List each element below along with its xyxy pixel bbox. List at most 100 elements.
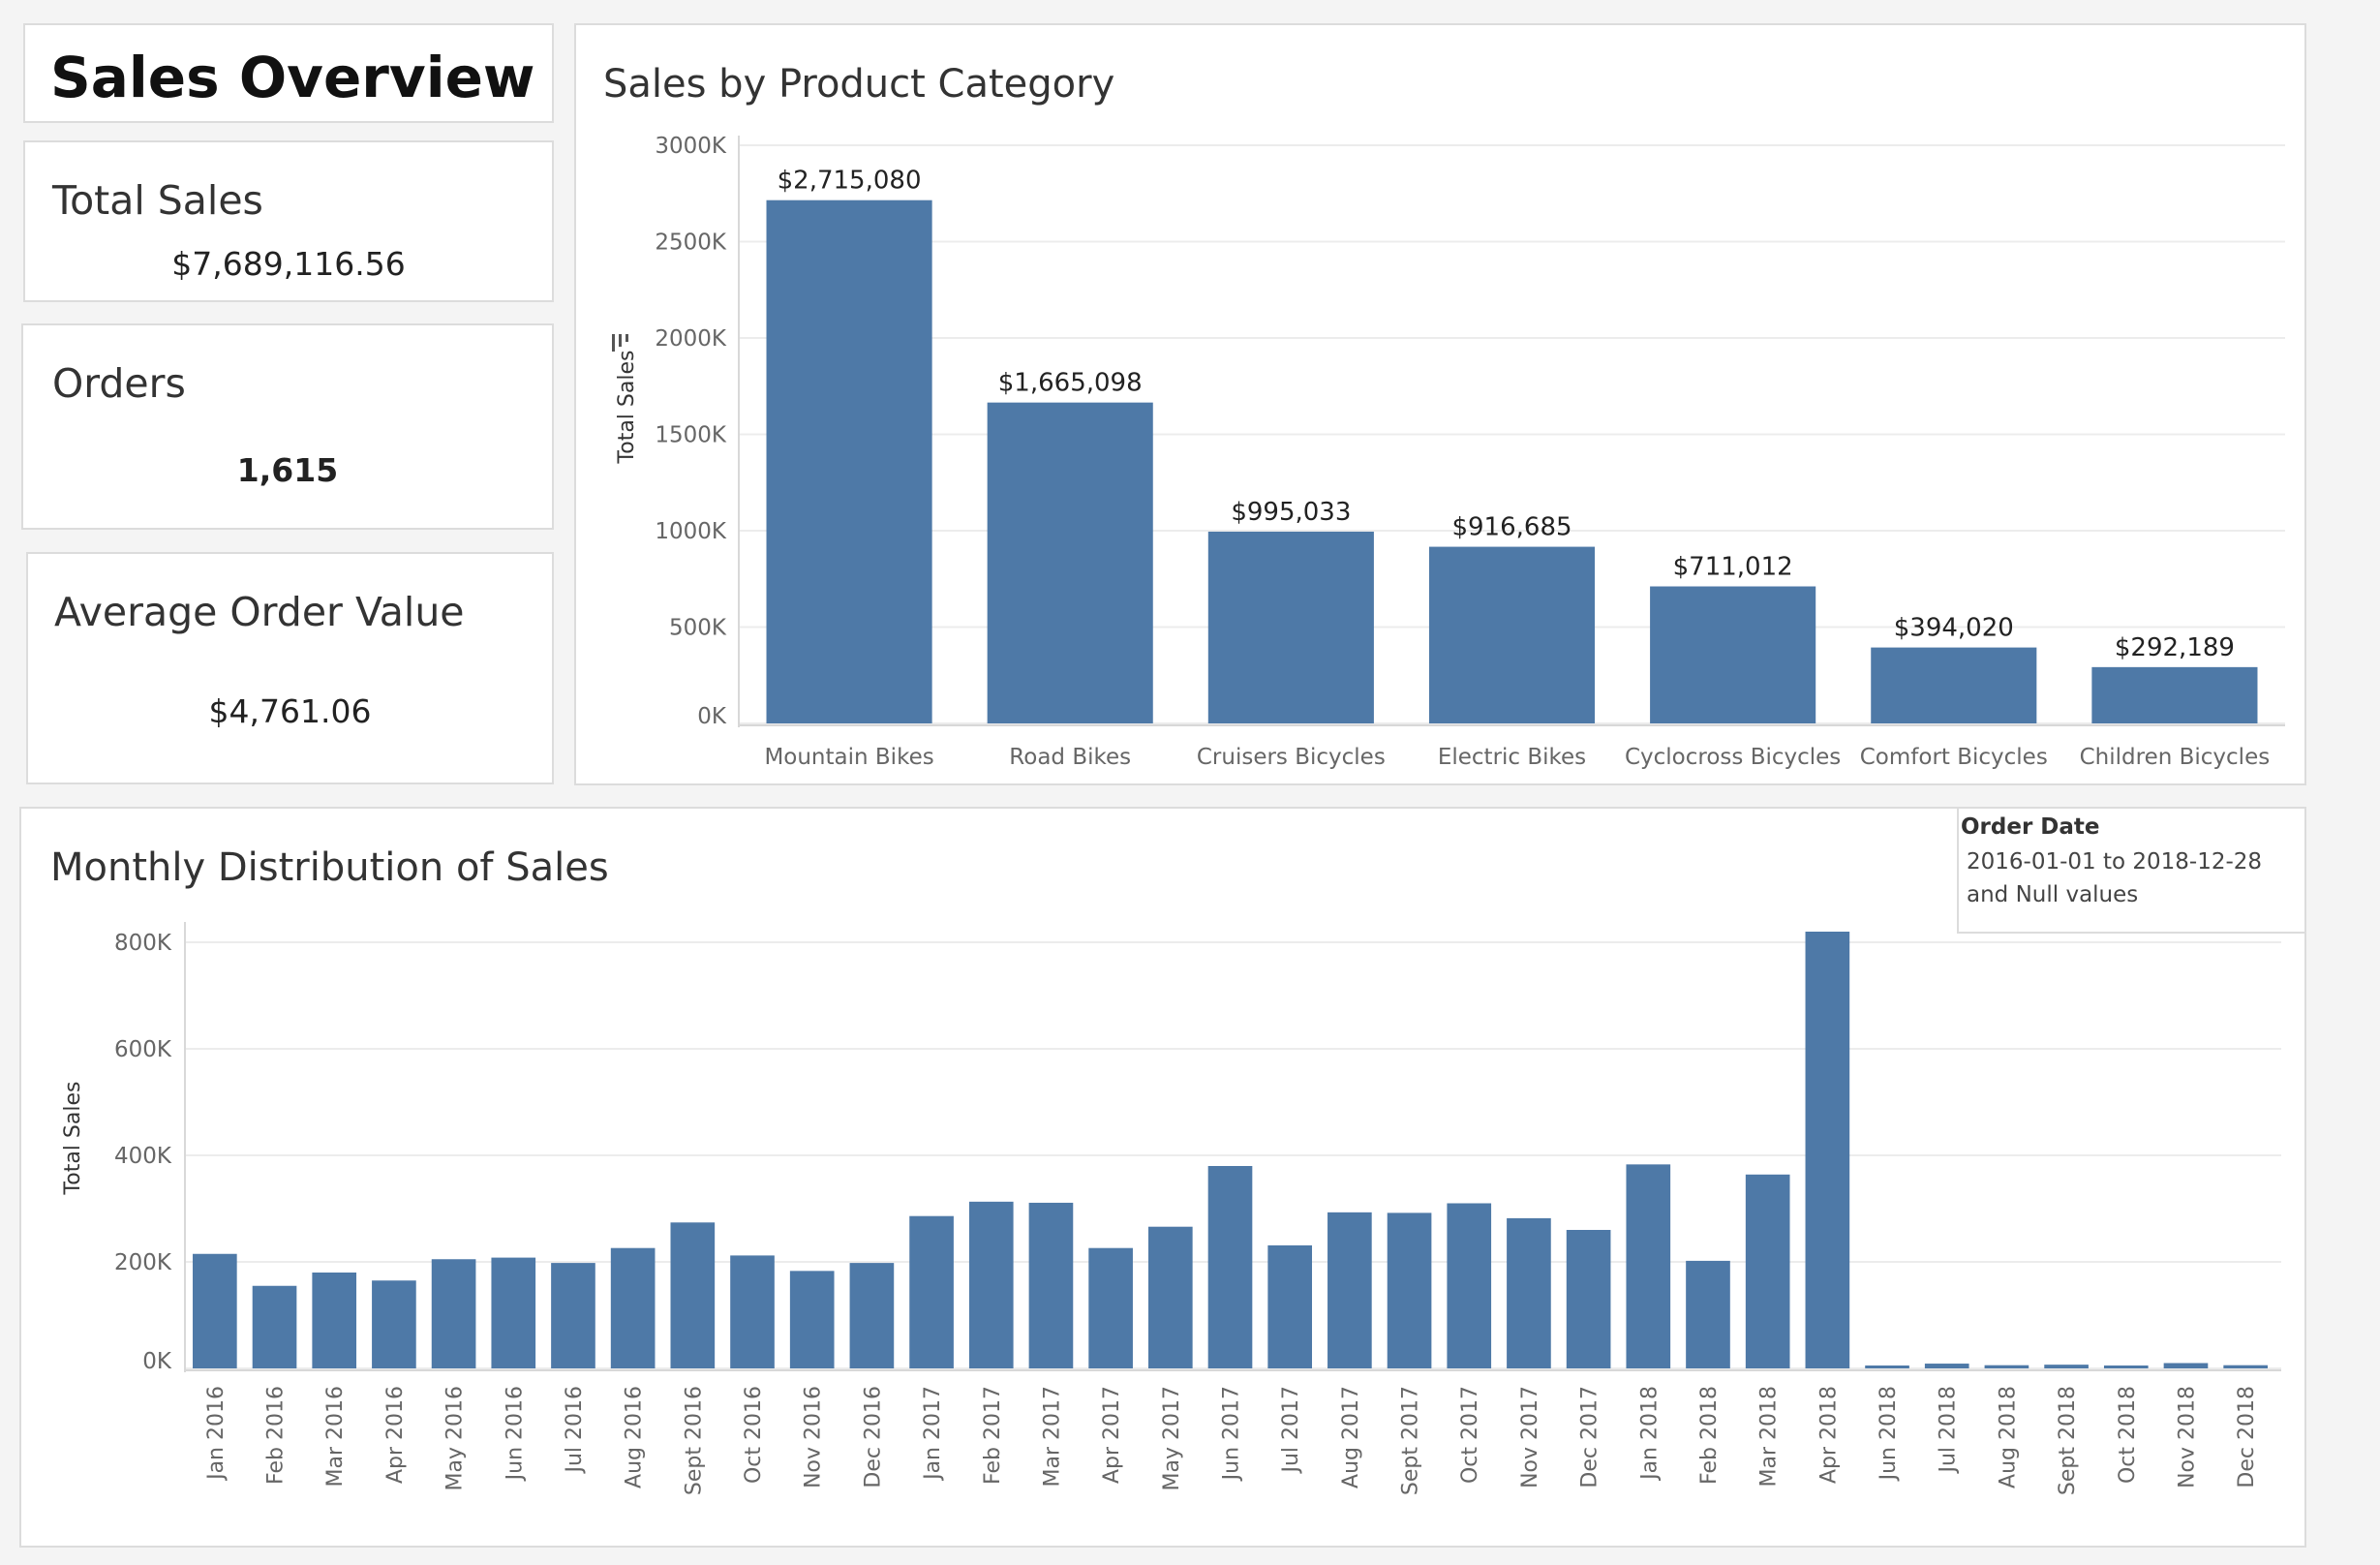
chart1-bar	[849, 1263, 895, 1368]
chart0-data-label: $292,189	[2115, 633, 2235, 662]
chart0-data-label: $2,715,080	[778, 167, 922, 196]
chart1-bar	[551, 1263, 595, 1368]
chart1-xtick-label: Feb 2017	[981, 1386, 1005, 1485]
kpi-total-sales-label: Total Sales	[52, 177, 263, 224]
chart1-xtick-label: Jul 2017	[1279, 1386, 1303, 1475]
chart1-bar	[1686, 1260, 1730, 1368]
dashboard-title-card: Sales Overview	[23, 23, 554, 123]
chart0-xtick-label: Children Bicycles	[2080, 745, 2271, 770]
chart1-xtick-label: Aug 2016	[623, 1386, 647, 1488]
chart1-bar	[610, 1247, 656, 1368]
chart1-xtick-label: Jun 2018	[1877, 1386, 1901, 1482]
chart0-ytick-label: 2500K	[655, 230, 727, 256]
chart0-data-label: $711,012	[1673, 553, 1793, 582]
chart1-xtick-label: Mar 2018	[1757, 1386, 1782, 1488]
chart0-bar	[1428, 546, 1596, 723]
chart1-bar	[1984, 1365, 2029, 1368]
chart0-data-label: $394,020	[1894, 614, 2014, 643]
chart1-xtick-label: Jun 2017	[1220, 1386, 1244, 1482]
chart1-xtick-label: May 2016	[443, 1386, 468, 1490]
chart1-bar	[491, 1257, 536, 1368]
chart1-xtick-label: Jan 2018	[1637, 1386, 1662, 1482]
chart1-xtick-label: Oct 2016	[742, 1386, 766, 1484]
chart0-data-label: $995,033	[1231, 498, 1351, 527]
chart1-xtick-label: Nov 2017	[1518, 1386, 1542, 1488]
kpi-total-sales-value: $7,689,116.56	[171, 245, 406, 283]
kpi-aov-card: Average Order Value $4,761.06	[26, 552, 554, 784]
chart1-xtick-label: Mar 2017	[1040, 1386, 1064, 1488]
chart1-bar	[1626, 1164, 1671, 1368]
chart1-xtick-label: Nov 2016	[802, 1386, 826, 1488]
chart1-xtick-label: Jul 2018	[1937, 1386, 1961, 1475]
chart1-xtick-label: Sept 2016	[682, 1386, 706, 1495]
chart1-bar	[670, 1222, 716, 1368]
order-date-filter[interactable]: Order Date 2016-01-01 to 2018-12-28 and …	[1957, 807, 2306, 934]
chart0-ytick-label: 3000K	[655, 134, 727, 159]
chart0-bar	[2091, 666, 2258, 723]
chart0-xtick-label: Road Bikes	[1009, 745, 1131, 770]
chart1-xtick-label: Aug 2018	[1996, 1386, 2020, 1488]
chart1-ytick-label: 800K	[114, 931, 172, 956]
chart0-xtick-label: Electric Bikes	[1438, 745, 1586, 770]
chart1-bar	[252, 1285, 297, 1368]
chart1-bar	[1745, 1174, 1790, 1368]
chart1-bar	[2044, 1365, 2089, 1368]
chart0-data-label: $1,665,098	[998, 369, 1143, 398]
chart1-xtick-label: Oct 2018	[2116, 1386, 2140, 1484]
chart1-ytick-label: 400K	[114, 1144, 172, 1169]
chart0-xtick-label: Comfort Bicycles	[1860, 745, 2048, 770]
chart1-xtick-label: Feb 2016	[264, 1386, 289, 1485]
chart1-bar	[1207, 1166, 1253, 1368]
chart1-xtick-label: Dec 2017	[1578, 1386, 1602, 1488]
chart1-bar	[909, 1215, 954, 1368]
chart1-xtick-label: Aug 2017	[1339, 1386, 1363, 1488]
chart0-ylabel: Total Sales	[615, 351, 639, 465]
kpi-orders-label: Orders	[52, 360, 186, 407]
dashboard-title: Sales Overview	[50, 45, 535, 110]
category-chart-title: Sales by Product Category	[603, 62, 1115, 107]
chart1-bar	[1267, 1244, 1313, 1368]
chart0-bar	[1650, 586, 1816, 723]
monthly-chart-card: Monthly Distribution of Sales	[19, 807, 2306, 1548]
chart1-ytick-label: 200K	[114, 1250, 172, 1275]
chart1-bar	[968, 1201, 1014, 1368]
chart1-bar	[789, 1271, 835, 1368]
chart0-data-label: $916,685	[1451, 513, 1571, 542]
chart1-xtick-label: Apr 2016	[383, 1386, 408, 1484]
chart1-ytick-label: 0K	[142, 1349, 172, 1374]
chart1-xtick-label: Oct 2017	[1458, 1386, 1482, 1484]
chart1-xtick-label: Jul 2016	[563, 1386, 587, 1475]
chart1-bar	[1028, 1202, 1074, 1368]
chart0-bar	[1871, 647, 2037, 723]
sort-descending-icon	[626, 334, 628, 342]
chart1-bar	[2223, 1365, 2268, 1368]
chart1-xtick-label: Dec 2018	[2235, 1386, 2259, 1488]
chart1-bar	[312, 1273, 357, 1368]
chart1-xtick-label: Sept 2017	[1399, 1386, 1423, 1495]
chart1-bar	[2163, 1363, 2209, 1368]
chart1-bar	[1566, 1230, 1611, 1368]
chart1-xtick-label: Nov 2018	[2175, 1386, 2199, 1488]
kpi-orders-value: 1,615	[236, 451, 339, 489]
chart0-ytick-label: 2000K	[655, 326, 727, 352]
chart0-xtick-label: Cruisers Bicycles	[1197, 745, 1386, 770]
sort-descending-icon	[612, 334, 615, 352]
chart1-bar	[193, 1253, 237, 1368]
kpi-orders-card: Orders 1,615	[21, 323, 554, 530]
chart1-bar	[1147, 1226, 1193, 1368]
chart1-xtick-label: Feb 2018	[1697, 1386, 1722, 1485]
chart1-xtick-label: Apr 2018	[1816, 1386, 1841, 1484]
chart1-xtick-label: Jan 2016	[204, 1386, 229, 1482]
chart1-bar	[1924, 1364, 1969, 1368]
chart1-bar	[1805, 932, 1850, 1368]
chart1-ytick-label: 600K	[114, 1037, 172, 1062]
chart1-bar	[372, 1280, 416, 1368]
chart1-bar	[1507, 1217, 1551, 1368]
chart0-bar	[1207, 531, 1374, 723]
chart1-xtick-label: Jan 2017	[921, 1386, 945, 1482]
chart1-xtick-label: Jun 2016	[503, 1386, 527, 1482]
chart0-ytick-label: 0K	[697, 704, 727, 729]
chart1-bar	[1088, 1247, 1133, 1368]
chart1-xtick-label: May 2017	[1160, 1386, 1184, 1490]
